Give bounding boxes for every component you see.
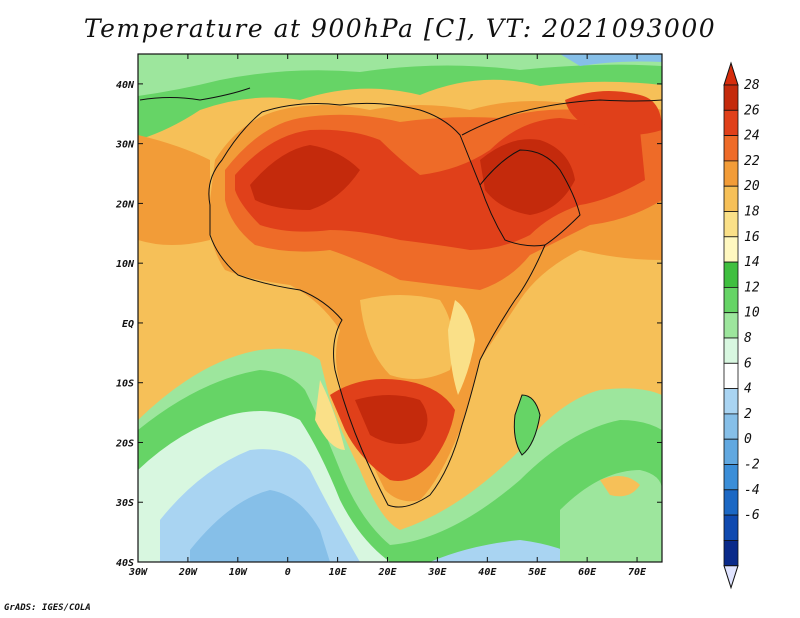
lon-tick-label: 10W [229,567,248,578]
lon-tick-label: 70E [628,567,647,578]
colorbar-bottom-arrow [723,565,739,590]
colorbar-swatch [723,438,739,465]
colorbar-swatch [723,286,739,314]
colorbar-label: 12 [744,280,760,295]
colorbar-label: 8 [744,331,752,346]
lon-tick-label: 20W [178,567,198,578]
colorbar-label: 16 [744,230,760,245]
colorbar-top-arrow [723,61,739,86]
colorbar-label: 6 [744,356,752,371]
colorbar-swatch [723,337,739,364]
lat-tick-label: 10N [116,259,135,270]
lon-tick-label: 20E [377,567,397,578]
colorbar-label: 2 [744,407,752,422]
colorbar-label: 26 [744,103,760,118]
colorbar-label: 18 [744,205,760,220]
colorbar-swatch [723,489,739,516]
coastlines [139,87,662,508]
colorbar-swatch [723,464,739,491]
lat-tick-label: EQ [122,319,134,330]
lat-tick-label: 30S [115,498,134,509]
colorbar-label: 4 [744,382,752,397]
colorbar-label: 22 [744,154,760,169]
colorbar-label: 14 [744,255,760,270]
colorbar-label: -6 [744,508,760,523]
lat-tick-label: 40S [116,558,134,569]
lon-tick-label: 50E [528,567,547,578]
colorbar-swatch [723,540,739,567]
colorbar-label: -4 [744,483,760,498]
colorbar-swatch [723,236,739,263]
colorbar-label: 24 [744,129,760,144]
chart-title: Temperature at 900hPa [C], VT: 202109300… [83,14,717,43]
lon-tick-label: 30W [128,567,148,578]
colorbar-swatch [723,135,739,162]
plot-frame [137,53,663,563]
lat-tick-label: 20S [115,438,134,449]
colorbar-label: 20 [744,179,760,194]
colorbar-swatch [723,185,739,212]
colorbar-swatch [723,388,739,415]
colorbar-swatch [723,514,739,541]
colorbar-swatch [723,413,739,440]
lon-tick-label: 40E [478,567,497,578]
colorbar-swatch [723,261,739,288]
credit-label: GrADS: IGES/COLA [4,603,91,613]
colorbar-swatch [723,362,739,389]
lat-tick-label: 20N [115,199,135,210]
colorbar-label: 28 [744,78,760,93]
lon-tick-label: 0 [285,567,291,578]
lon-tick-label: 60E [578,567,597,578]
axis-ticks: 30W 20W 10W 0 10E 20E 30E 40E 50E 60E 70E 40N 30N 20N… [115,54,662,578]
colorbar-swatch [723,312,739,339]
colorbar-label: 10 [744,306,760,321]
colorbar-swatch [723,211,739,238]
lat-tick-label: 10S [116,379,134,390]
colorbar-swatch [723,84,739,111]
lat-tick-label: 40N [116,80,135,91]
colorbar-swatch [723,160,739,187]
lat-tick-label: 30N [115,140,135,151]
lon-tick-label: 10E [329,567,348,578]
colorbar-label: 0 [744,432,752,447]
lon-tick-label: 30E [427,567,447,578]
colorbar-label: -2 [744,458,760,473]
temperature-field [138,54,662,562]
colorbar-swatch [723,109,739,137]
